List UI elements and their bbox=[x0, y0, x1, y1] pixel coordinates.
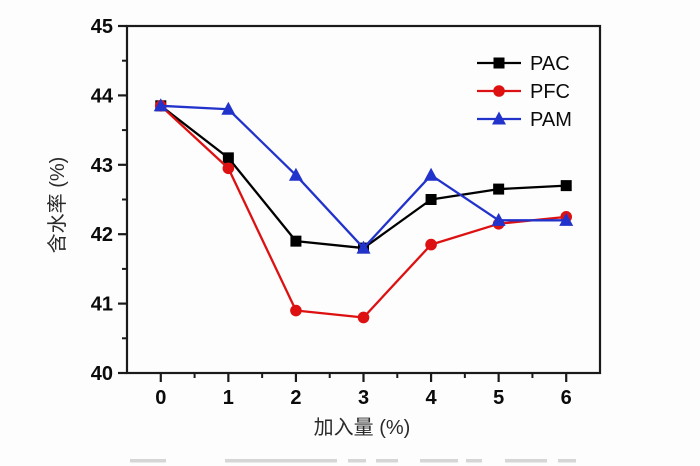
legend-marker-PAC bbox=[493, 57, 505, 69]
series-line-PFC bbox=[159, 104, 568, 319]
series-PAM bbox=[153, 98, 574, 254]
y-tick-label: 41 bbox=[91, 294, 113, 316]
x-tick-label: 3 bbox=[358, 387, 369, 409]
cropped-caption-remnant bbox=[225, 459, 337, 463]
y-axis-title: 含水率 (%) bbox=[46, 157, 69, 254]
data-point-PAM-x2 bbox=[288, 167, 303, 181]
y-tick-label: 45 bbox=[91, 16, 113, 38]
data-point-PAC-x2 bbox=[290, 235, 302, 247]
series-line-PAM bbox=[159, 104, 568, 250]
legend-marker-PAM bbox=[492, 111, 506, 125]
data-point-PAC-x4 bbox=[425, 194, 437, 205]
data-point-PFC-x4 bbox=[425, 238, 437, 251]
data-point-PAC-x5 bbox=[493, 183, 505, 195]
x-tick-label: 1 bbox=[223, 387, 234, 409]
series-PFC bbox=[154, 100, 573, 324]
data-point-PAM-x1 bbox=[221, 101, 236, 115]
data-point-PFC-x3 bbox=[357, 311, 370, 324]
data-point-PAM-x0 bbox=[153, 98, 168, 112]
data-point-PAM-x6 bbox=[559, 212, 574, 226]
x-tick-label: 4 bbox=[426, 387, 438, 409]
cropped-caption-remnant bbox=[348, 459, 366, 463]
legend-item-PAM: PAM bbox=[477, 109, 572, 131]
y-tick-label: 43 bbox=[91, 155, 113, 177]
legend-item-PAC: PAC bbox=[477, 53, 570, 75]
cropped-caption-remnant bbox=[376, 459, 398, 463]
series-line-PAC bbox=[159, 104, 568, 250]
cropped-caption-remnant bbox=[505, 459, 547, 463]
y-tick-label: 40 bbox=[91, 363, 113, 385]
x-tick-label: 6 bbox=[561, 387, 572, 409]
legend-label-PFC: PFC bbox=[530, 81, 570, 103]
cropped-caption-remnant bbox=[130, 459, 166, 463]
data-series-group bbox=[153, 98, 574, 324]
cropped-caption-remnant bbox=[558, 459, 576, 463]
x-tick-label: 0 bbox=[155, 387, 166, 409]
data-point-PAM-x3 bbox=[356, 240, 371, 254]
legend-marker-PFC bbox=[493, 85, 505, 97]
cropped-caption-remnant bbox=[420, 459, 458, 463]
x-tick-label: 5 bbox=[493, 387, 504, 409]
axis-ticks-group bbox=[118, 24, 568, 382]
y-tick-label: 44 bbox=[91, 85, 114, 107]
data-point-PAM-x5 bbox=[491, 212, 506, 226]
data-point-PFC-x2 bbox=[290, 304, 302, 317]
data-point-PFC-x1 bbox=[222, 162, 235, 175]
data-point-PAC-x1 bbox=[222, 152, 234, 164]
legend-label-PAM: PAM bbox=[530, 109, 572, 131]
x-axis-title: 加入量 (%) bbox=[314, 416, 411, 439]
cropped-caption-remnant-group bbox=[130, 459, 576, 463]
series-PAC bbox=[155, 100, 572, 254]
legend-item-PFC: PFC bbox=[477, 81, 570, 103]
cropped-caption-remnant bbox=[466, 459, 482, 463]
x-tick-label: 2 bbox=[290, 387, 301, 409]
data-point-PAM-x4 bbox=[424, 167, 439, 181]
y-tick-label: 42 bbox=[91, 224, 113, 246]
data-point-PAC-x6 bbox=[560, 180, 572, 192]
legend-group: PAC PFC PAM bbox=[477, 53, 572, 131]
legend-label-PAC: PAC bbox=[530, 53, 570, 75]
